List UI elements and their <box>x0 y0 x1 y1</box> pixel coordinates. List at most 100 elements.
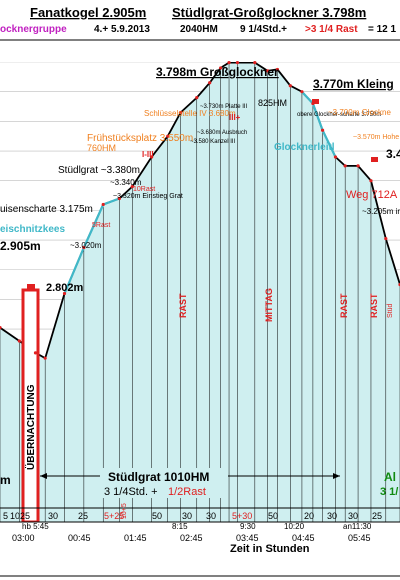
hohe-marker <box>371 157 378 162</box>
time-mark-4: 10:20 <box>284 522 305 531</box>
peak-label-third: 3.4 <box>386 147 400 161</box>
profile-point <box>219 66 223 70</box>
glocknerscharte-text: obere Glockner-scharte 3.750m <box>297 112 381 118</box>
glocknerleitl-segment-line <box>301 90 337 158</box>
alt-3205: ~3.205m ir <box>362 207 400 216</box>
rest-label-stud: Stüd <box>387 303 394 318</box>
segment-time: 5+25 <box>104 511 124 521</box>
section-rest: 1/2Rast <box>168 486 206 498</box>
right-section-time: 3 1/ <box>380 486 398 498</box>
segment-time: 25 <box>372 511 382 521</box>
right-section-label: Al <box>384 470 396 484</box>
profile-point <box>0 326 2 330</box>
profile-point <box>333 155 338 159</box>
glocknerscharte: obere Glockner-scharte 3.750m <box>297 112 381 118</box>
profile-point <box>320 128 325 132</box>
key-passage: Schlüsselstelle IV 3.680m <box>144 109 236 118</box>
profile-point <box>275 67 280 72</box>
segment-time: 30 <box>327 511 337 521</box>
profile-point <box>266 69 270 73</box>
breakfast-spot: Frühstücksplatz 3.550m <box>87 133 193 144</box>
x-tick-label: 00:45 <box>68 533 91 543</box>
alt-studlgrat: Stüdlgrat ~3.380m <box>58 165 140 176</box>
x-tick-label: 01:45 <box>124 533 147 543</box>
route-712a: Weg 712A <box>346 189 398 201</box>
profile-point <box>150 155 154 159</box>
arrow-head-left <box>40 473 47 479</box>
x-axis-label: Zeit in Stunden <box>230 543 310 555</box>
time-mark-departure: hb 5:45 <box>22 522 49 531</box>
alt-fanatkogel: 2.905m <box>0 239 41 253</box>
x-tick-labels: 03:00 00:45 01:45 02:45 03:45 04:45 05:45 <box>12 533 371 543</box>
segment-time: 20 <box>304 511 314 521</box>
total-sum: = 12 1 <box>368 24 397 35</box>
grade-3plus: III+ <box>229 113 241 122</box>
alt-glockner-3700: ~3.700m Glockne <box>328 108 391 117</box>
alt-platte: ~3.730m Platte III <box>200 104 248 110</box>
segment-time: 5 <box>3 511 8 521</box>
x-tick-label: 05:45 <box>348 533 371 543</box>
profile-point <box>117 196 121 201</box>
vertical-grid <box>0 62 400 522</box>
segment-time: 5+30 <box>232 511 252 521</box>
profile-point <box>384 236 388 241</box>
x-tick-label: 04:45 <box>292 533 315 543</box>
profile-point <box>288 84 292 88</box>
peak-label-kleinglockner: 3.770m Kleing <box>313 77 394 91</box>
section-time: 3 1/4Std. + <box>104 486 158 498</box>
profile-area <box>0 62 400 522</box>
rest-label-rast-2: RAST <box>339 293 349 318</box>
total-hm: 2040HM <box>180 24 218 35</box>
segment-time: 25 <box>20 511 30 521</box>
section-label: Stüdlgrat 1010HM <box>108 470 209 484</box>
segment-time: 30 <box>48 511 58 521</box>
total-rest: >3 1/4 Rast <box>305 24 358 35</box>
glacier-segment-line <box>63 197 120 294</box>
label-glocknerleitl: Glocknerleitl <box>274 142 335 153</box>
profile-point <box>356 164 360 168</box>
alt-3020: ~3.020m <box>70 241 102 250</box>
profile-point <box>33 351 38 355</box>
x-tick-label: 02:45 <box>180 533 203 543</box>
profile-point <box>343 164 347 168</box>
time-mark-3: 9:30 <box>240 522 256 531</box>
profile-point <box>17 339 21 343</box>
segment-time: 25 <box>78 511 88 521</box>
profile-point <box>300 90 304 94</box>
plot-area <box>0 62 400 522</box>
time-mark-arrival: an11:30 <box>343 522 372 531</box>
profile-point <box>253 60 257 65</box>
profile-point <box>369 179 373 183</box>
rest-label-mittag: MITTAG <box>264 288 274 322</box>
label-glacier: eischnitzkees <box>0 224 65 235</box>
segment-time: 50 <box>268 511 278 521</box>
profile-point <box>208 81 212 85</box>
rest-5: 5Rast <box>92 222 110 229</box>
alt-ausbruch: ~3.630m Ausbruch <box>197 130 247 136</box>
breakfast-hm: 760HM <box>87 143 116 153</box>
profile-point <box>62 291 67 296</box>
x-tick-label: 03:00 <box>12 533 35 543</box>
x-tick-label: 03:45 <box>236 533 259 543</box>
left-m: m <box>0 473 11 487</box>
profile-point <box>43 356 47 360</box>
segment-time: 30 <box>206 511 216 521</box>
title-right: Stüdlgrat-Großglockner 3.798m <box>172 5 366 20</box>
time-mark-2: 8:15 <box>172 522 188 531</box>
profile-point <box>82 245 86 250</box>
segment-time: 30 <box>348 511 358 521</box>
alt-einstieg: ~3.320m Einstieg Grat <box>113 193 183 200</box>
peak-label-grossglockner: 3.798m Großglockner <box>156 65 279 79</box>
profile-point <box>166 134 170 138</box>
rest-label-rast-3: RAST <box>369 293 379 318</box>
profile-point <box>101 202 105 207</box>
alt-luisenscharte: uisenscharte 3.175m <box>0 204 93 215</box>
mountain-group: ocknergruppe <box>0 24 67 35</box>
alt-hut: 2.802m <box>46 282 84 294</box>
segment-time: 10 <box>10 511 20 521</box>
title-left: Fanatkogel 2.905m <box>30 5 146 20</box>
grade-1-3: I-III <box>142 150 154 159</box>
segment-time: 30 <box>182 511 192 521</box>
